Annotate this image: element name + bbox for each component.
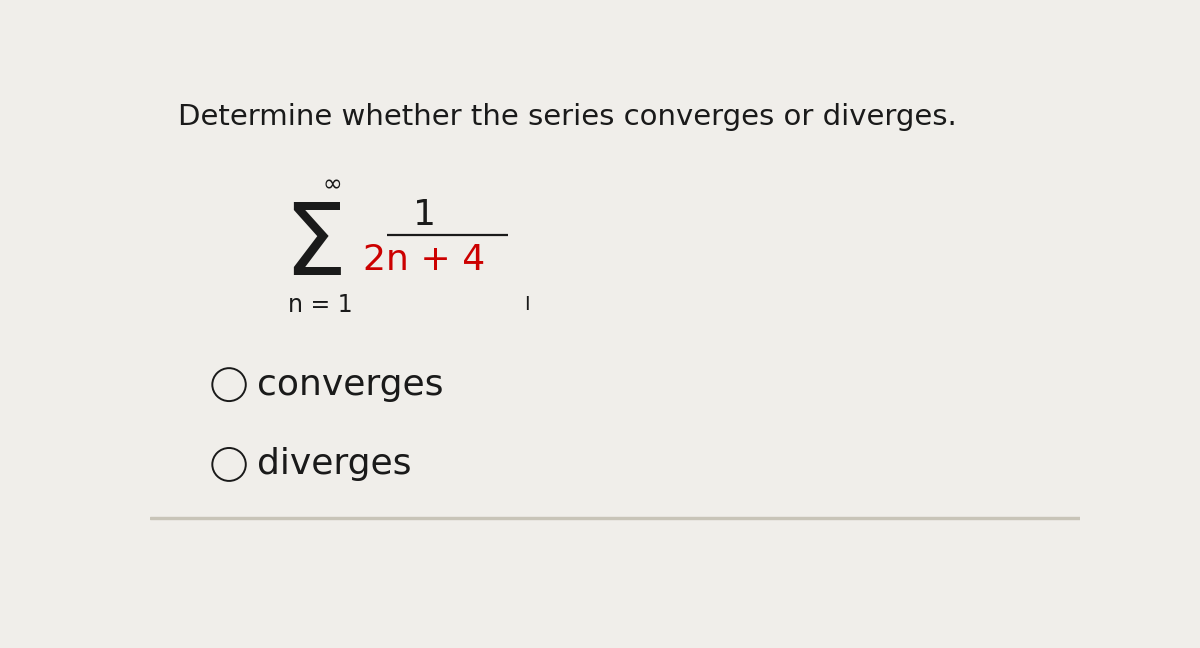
Text: 1: 1 — [413, 198, 436, 232]
Text: n = 1: n = 1 — [288, 293, 353, 317]
Bar — [150, 517, 1080, 519]
Text: Determine whether the series converges or diverges.: Determine whether the series converges o… — [178, 102, 956, 131]
Text: $\Sigma$: $\Sigma$ — [283, 199, 342, 296]
Text: 2n + 4: 2n + 4 — [364, 243, 486, 277]
Text: diverges: diverges — [257, 448, 412, 481]
Text: $\infty$: $\infty$ — [322, 170, 341, 194]
Text: converges: converges — [257, 367, 444, 402]
Text: I: I — [524, 295, 529, 314]
